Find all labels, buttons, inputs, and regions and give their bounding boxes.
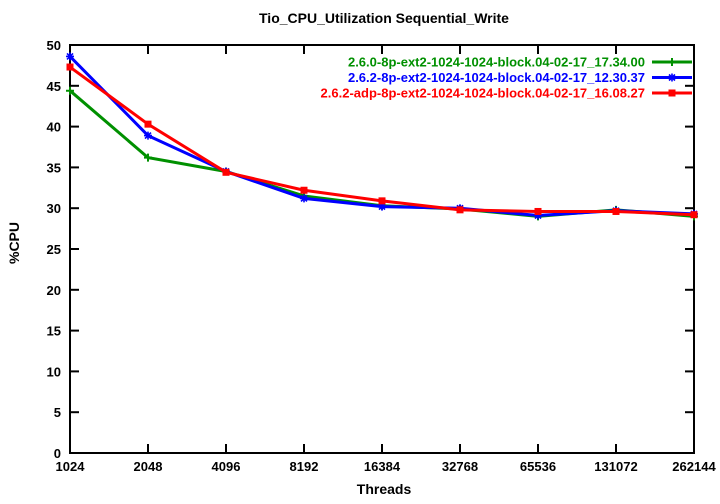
y-tick-label: 15 (47, 324, 61, 339)
series-marker-1 (144, 131, 152, 140)
series-marker-2 (144, 120, 152, 128)
series-marker-2 (222, 168, 230, 176)
y-tick-label: 5 (54, 405, 61, 420)
x-axis-label: Threads (356, 481, 412, 497)
series-marker-2 (534, 207, 542, 215)
x-tick-label: 1024 (56, 459, 86, 474)
x-tick-label: 131072 (594, 459, 637, 474)
legend-marker-0 (668, 58, 676, 66)
series-marker-1 (66, 52, 74, 61)
x-tick-label: 2048 (134, 459, 163, 474)
legend-label-0: 2.6.0-8p-ext2-1024-1024-block.04-02-17_1… (348, 55, 645, 70)
y-axis-label: %CPU (6, 221, 22, 265)
series-marker-0 (66, 86, 74, 95)
x-tick-label: 262144 (672, 459, 716, 474)
legend-label-2: 2.6.2-adp-8p-ext2-1024-1024-block.04-02-… (321, 86, 645, 101)
x-tick-label: 32768 (442, 459, 478, 474)
legend-marker-1 (668, 73, 676, 82)
x-tick-label: 65536 (520, 459, 556, 474)
chart-title: Tio_CPU_Utilization Sequential_Write (259, 10, 509, 26)
y-tick-label: 10 (47, 364, 61, 379)
series-marker-2 (66, 63, 74, 71)
x-tick-label: 4096 (212, 459, 241, 474)
legend-label-1: 2.6.2-8p-ext2-1024-1024-block.04-02-17_1… (348, 70, 645, 85)
y-tick-label: 25 (47, 242, 61, 257)
series-marker-1 (534, 211, 542, 220)
x-tick-label: 8192 (290, 459, 319, 474)
y-tick-label: 30 (47, 201, 61, 216)
y-tick-label: 20 (47, 283, 61, 298)
y-tick-label: 0 (54, 446, 61, 461)
plot-border (69, 44, 695, 454)
legend-marker-2 (668, 89, 676, 97)
series-marker-2 (612, 207, 620, 215)
y-tick-label: 50 (47, 38, 61, 53)
x-tick-label: 16384 (364, 459, 401, 474)
series-marker-0 (144, 153, 152, 162)
y-tick-label: 45 (47, 79, 61, 94)
y-tick-label: 40 (47, 120, 61, 135)
series-marker-2 (378, 197, 386, 205)
series-marker-2 (300, 186, 308, 194)
y-tick-label: 35 (47, 160, 61, 175)
series-marker-2 (690, 211, 698, 219)
series-marker-1 (378, 202, 386, 211)
series-marker-2 (456, 206, 464, 214)
series-marker-1 (300, 194, 308, 203)
